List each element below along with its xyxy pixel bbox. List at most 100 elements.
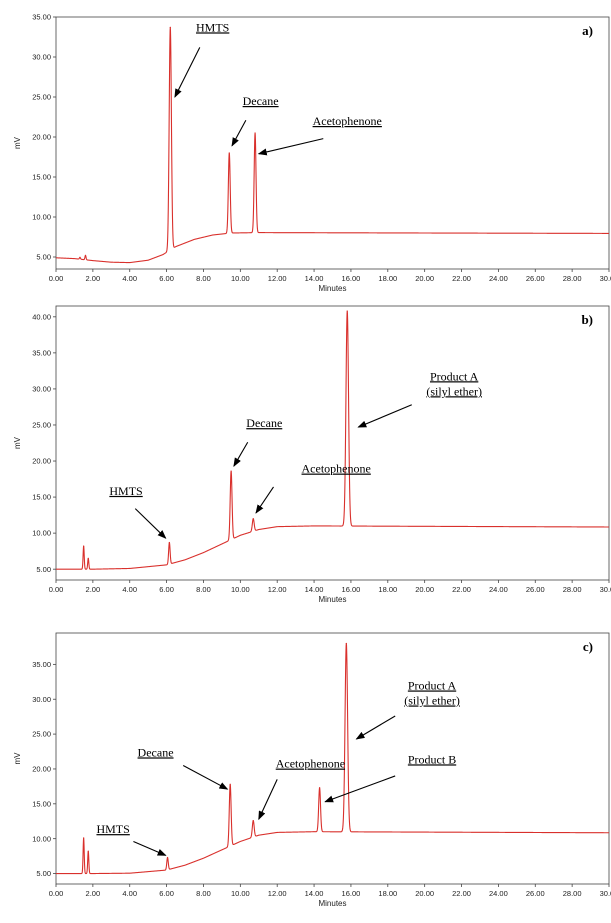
peak-annotation: Acetophenone <box>255 462 371 514</box>
x-tick-label: 22.00 <box>452 889 471 898</box>
y-tick-label: 10.00 <box>32 529 51 538</box>
x-axis-title: Minutes <box>318 899 346 908</box>
x-tick-label: 24.00 <box>489 274 508 283</box>
y-tick-label: 20.00 <box>32 133 51 142</box>
chart-panel-0: 5.00 10.00 15.00 20.00 25.00 30.00 35.00 0.00 2.… <box>13 13 611 293</box>
y-tick-label: 25.00 <box>32 730 51 739</box>
peak-apex <box>84 254 87 256</box>
chart-panel-1: 5.00 10.00 15.00 20.00 25.00 30.00 35.00 40.00 0… <box>13 305 611 604</box>
annotation-arrow <box>357 404 412 428</box>
x-tick-label: 4.00 <box>122 585 137 594</box>
peak-annotation: HMTS <box>174 20 229 98</box>
x-tick-label: 14.00 <box>305 274 324 283</box>
annotation-arrow <box>257 138 324 156</box>
y-tick-label: 35.00 <box>32 660 51 669</box>
annotation-label: Acetophenone <box>276 757 345 771</box>
annotation-label: (silyl ether) <box>426 384 482 398</box>
peak-apex <box>345 642 347 645</box>
x-tick-label: 22.00 <box>452 274 471 283</box>
x-tick-label: 26.00 <box>526 274 545 283</box>
y-tick-label: 5.00 <box>36 565 51 574</box>
plot-frame <box>55 305 610 581</box>
peak-apex <box>254 132 256 134</box>
x-tick-label: 30.00 <box>600 585 611 594</box>
annotation-arrow <box>255 486 274 514</box>
peak-apex <box>230 470 232 472</box>
peak-apex <box>228 152 230 154</box>
annotation-arrow <box>324 775 396 803</box>
x-tick-label: 2.00 <box>86 889 101 898</box>
peak-apex <box>87 850 89 852</box>
peak-apex <box>252 819 254 822</box>
annotation-arrow <box>231 119 247 147</box>
annotation-label: Decane <box>246 416 282 430</box>
y-tick-label: 5.00 <box>36 253 51 262</box>
peak-annotation: Product B <box>324 752 456 803</box>
peak-annotation: Decane <box>138 745 229 790</box>
panel-label: c) <box>583 639 593 654</box>
annotation-label: HMTS <box>96 822 129 836</box>
plot-frame <box>55 16 610 270</box>
x-tick-label: 18.00 <box>378 889 397 898</box>
annotation-label: Product A <box>408 678 457 692</box>
x-tick-label: 14.00 <box>305 585 324 594</box>
x-tick-label: 8.00 <box>196 889 211 898</box>
peak-apex <box>166 856 169 859</box>
x-tick-label: 2.00 <box>86 585 101 594</box>
peak-annotation: Acetophenone <box>258 757 345 821</box>
x-tick-label: 22.00 <box>452 585 471 594</box>
annotation-label: Decane <box>138 745 174 759</box>
y-tick-label: 15.00 <box>32 173 51 182</box>
annotation-label: HMTS <box>109 484 142 498</box>
annotation-arrow <box>133 840 167 856</box>
annotation-label: Decane <box>243 94 279 108</box>
x-tick-label: 10.00 <box>231 274 250 283</box>
x-tick-label: 24.00 <box>489 889 508 898</box>
annotation-arrow <box>233 442 249 467</box>
x-tick-label: 24.00 <box>489 585 508 594</box>
annotation-label: Acetophenone <box>302 462 371 476</box>
x-tick-label: 26.00 <box>526 585 545 594</box>
x-tick-label: 8.00 <box>196 585 211 594</box>
annotation-label: HMTS <box>196 20 229 34</box>
x-tick-label: 28.00 <box>563 889 582 898</box>
chromatogram-trace <box>55 26 610 264</box>
x-tick-label: 18.00 <box>378 274 397 283</box>
peak-annotation: Acetophenone <box>257 114 382 156</box>
y-tick-label: 30.00 <box>32 385 51 394</box>
peak-apex <box>252 518 254 520</box>
peak-apex <box>169 26 171 28</box>
x-tick-label: 10.00 <box>231 585 250 594</box>
annotation-label: Product B <box>408 752 456 766</box>
x-tick-label: 6.00 <box>159 274 174 283</box>
x-tick-label: 28.00 <box>563 274 582 283</box>
peak-annotation: HMTS <box>109 484 167 539</box>
peak-apex <box>229 783 231 785</box>
chromatogram-trace <box>55 642 610 875</box>
peak-apex <box>83 545 85 547</box>
x-tick-label: 6.00 <box>159 585 174 594</box>
x-tick-label: 6.00 <box>159 889 174 898</box>
x-tick-label: 0.00 <box>49 274 64 283</box>
x-tick-label: 12.00 <box>268 889 287 898</box>
x-tick-label: 12.00 <box>268 585 287 594</box>
y-tick-label: 40.00 <box>32 312 51 321</box>
y-tick-label: 30.00 <box>32 53 51 62</box>
x-tick-label: 30.00 <box>600 889 611 898</box>
y-axis-title: mV <box>13 436 22 449</box>
x-tick-label: 4.00 <box>122 889 137 898</box>
annotation-label: (silyl ether) <box>404 693 460 707</box>
annotation-label: Acetophenone <box>313 114 382 128</box>
x-tick-label: 20.00 <box>415 889 434 898</box>
panel-label: b) <box>581 312 593 327</box>
peak-apex <box>83 837 85 839</box>
peak-annotation: Product A(silyl ether) <box>357 369 482 428</box>
annotation-arrow <box>174 47 201 98</box>
chart-panel-2: 5.00 10.00 15.00 20.00 25.00 30.00 35.00 0.00 2.… <box>13 632 611 908</box>
y-axis-title: mV <box>13 752 22 765</box>
annotation-arrow <box>258 779 278 821</box>
y-tick-label: 5.00 <box>36 869 51 878</box>
y-tick-label: 25.00 <box>32 421 51 430</box>
